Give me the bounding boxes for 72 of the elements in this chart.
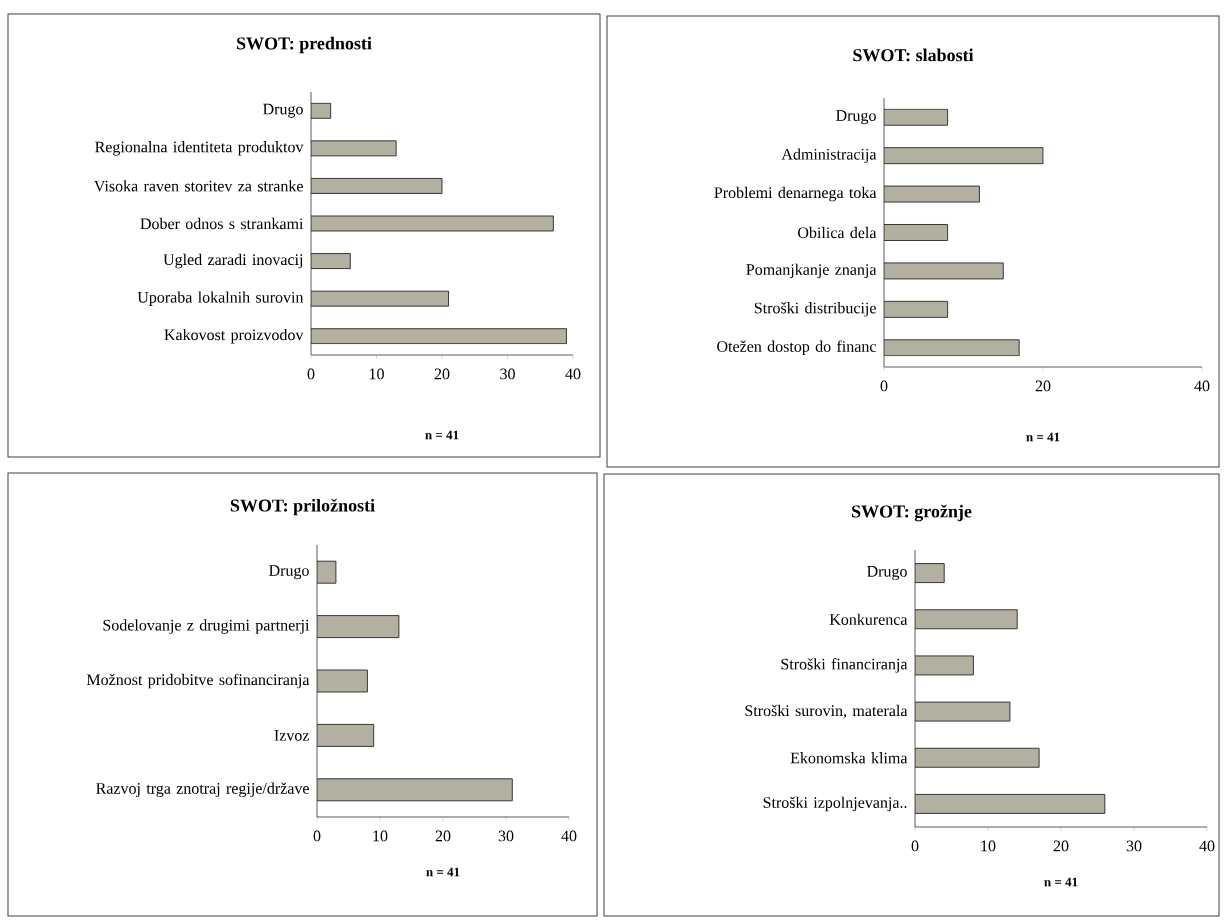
y-tick-label: Regionalna identiteta produktov <box>95 141 304 156</box>
bar <box>311 102 332 119</box>
bar <box>884 224 949 241</box>
x-tick-label: 0 <box>880 380 888 392</box>
y-tick-label: Drugo <box>867 566 907 581</box>
chart-title: SWOT: grožnje <box>852 504 972 522</box>
x-tick-label: 10 <box>373 830 388 842</box>
x-tick-label: 40 <box>1194 380 1210 392</box>
x-tick-label: 30 <box>498 830 514 842</box>
text: n = 41 <box>1044 877 1078 887</box>
x-tick-label: 10 <box>981 840 996 852</box>
bar <box>884 300 949 318</box>
x-tick-label: 40 <box>565 368 581 380</box>
chart-title: SWOT: slabosti <box>853 48 974 62</box>
bar <box>311 140 397 157</box>
bar <box>311 215 554 232</box>
x-tick-label: 40 <box>1199 840 1215 852</box>
x-tick-label: 30 <box>1126 840 1142 852</box>
y-tick-label: Obilica dela <box>798 226 877 239</box>
bar <box>311 177 443 194</box>
bar <box>317 615 400 639</box>
y-tick-label: Stroški distribucije <box>754 302 876 317</box>
y-tick-label: Drugo <box>836 110 876 125</box>
bar <box>311 253 351 270</box>
y-tick-label: Administracija <box>781 148 877 163</box>
bar <box>317 723 375 747</box>
x-tick-label: 10 <box>369 368 384 380</box>
y-tick-label: Razvoj trga znotraj regije/države <box>96 782 309 798</box>
x-tick-label: 20 <box>1053 840 1069 852</box>
y-tick-label: Izvoz <box>274 730 310 741</box>
y-tick-label: Drugo <box>269 565 309 580</box>
x-tick-label: 20 <box>1035 380 1051 392</box>
bar <box>884 147 1044 165</box>
bar <box>915 563 945 584</box>
y-tick-label: Stroški financiranja <box>781 658 908 673</box>
bar <box>317 778 513 802</box>
bar <box>884 339 1020 357</box>
y-tick-label: Dober odnos s strankami <box>140 217 304 230</box>
x-tick-label: 30 <box>500 368 515 380</box>
x-tick-label: 0 <box>313 830 321 842</box>
y-tick-label: Stroški surovin, materala <box>745 704 908 719</box>
y-tick-label: Ugled zaradi inovacij <box>163 253 303 269</box>
y-tick-label: Kakovost proizvodov <box>164 328 304 344</box>
y-tick-label: Ekonomska klima <box>790 752 908 764</box>
y-tick-label: Pomanjkanje znanja <box>746 263 877 279</box>
y-tick-label: Uporaba lokalnih surovin <box>137 291 304 306</box>
bar <box>915 609 1018 630</box>
y-tick-label: Drugo <box>263 103 303 118</box>
bar <box>915 747 1040 768</box>
y-tick-label: Konkurenca <box>829 613 908 625</box>
bar <box>884 185 980 203</box>
text: n = 41 <box>425 430 459 440</box>
y-tick-label: Stroški izpolnjevanja.. <box>763 796 907 812</box>
text: n = 41 <box>1026 432 1060 442</box>
x-tick-label: 0 <box>911 840 919 852</box>
bar <box>915 793 1106 814</box>
chart-title: SWOT: prednosti <box>237 36 372 54</box>
bar <box>311 328 567 345</box>
chart-title: SWOT: priložnosti <box>230 498 375 516</box>
x-tick-label: 40 <box>561 830 577 842</box>
y-tick-label: Problemi denarnega toka <box>714 186 877 202</box>
x-tick-label: 0 <box>307 368 315 380</box>
y-tick-label: Otežen dostop do financ <box>717 340 876 356</box>
bar <box>884 108 949 126</box>
y-tick-label: Visoka raven storitev za stranke <box>94 180 303 192</box>
text: n = 41 <box>426 867 460 877</box>
bar <box>884 262 1004 280</box>
x-tick-label: 20 <box>434 368 450 380</box>
x-tick-label: 20 <box>435 830 451 842</box>
y-tick-label: Možnost pridobitve sofinanciranja <box>86 673 310 689</box>
y-tick-label: Sodelovanje z drugimi partnerji <box>103 619 310 634</box>
bar <box>311 290 449 307</box>
